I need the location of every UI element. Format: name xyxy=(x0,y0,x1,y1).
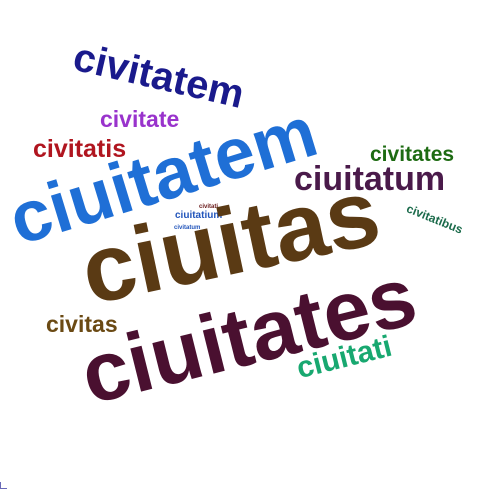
corner-mark xyxy=(0,482,7,489)
word-ciuitatum: ciuitatum xyxy=(294,160,446,198)
word-civitate: civitate xyxy=(100,106,180,132)
word-civitas: civitas xyxy=(46,311,118,337)
word-civitatum: civitatum xyxy=(174,225,201,231)
word-civitatis: civitatis xyxy=(33,135,127,163)
word-civitati: civitati xyxy=(199,204,219,210)
word-civitatem: civitatem xyxy=(69,35,249,117)
word-civitatibus: civitatibus xyxy=(404,201,465,237)
word-civitates: civitates xyxy=(370,143,455,166)
word-ciuitatium: ciuitatium xyxy=(175,210,223,221)
